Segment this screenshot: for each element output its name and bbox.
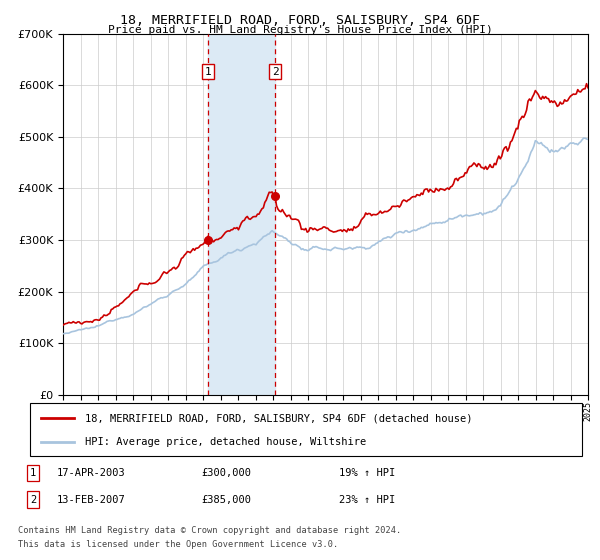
Text: 2: 2 — [30, 494, 36, 505]
Text: 1: 1 — [205, 67, 211, 77]
FancyBboxPatch shape — [30, 403, 582, 456]
Text: 2: 2 — [272, 67, 278, 77]
Text: 1: 1 — [30, 468, 36, 478]
Text: £300,000: £300,000 — [201, 468, 251, 478]
Text: This data is licensed under the Open Government Licence v3.0.: This data is licensed under the Open Gov… — [18, 540, 338, 549]
Text: £385,000: £385,000 — [201, 494, 251, 505]
Text: 23% ↑ HPI: 23% ↑ HPI — [339, 494, 395, 505]
Text: 18, MERRIFIELD ROAD, FORD, SALISBURY, SP4 6DF (detached house): 18, MERRIFIELD ROAD, FORD, SALISBURY, SP… — [85, 413, 473, 423]
Text: 19% ↑ HPI: 19% ↑ HPI — [339, 468, 395, 478]
Text: 17-APR-2003: 17-APR-2003 — [57, 468, 126, 478]
Text: 13-FEB-2007: 13-FEB-2007 — [57, 494, 126, 505]
Text: 18, MERRIFIELD ROAD, FORD, SALISBURY, SP4 6DF: 18, MERRIFIELD ROAD, FORD, SALISBURY, SP… — [120, 14, 480, 27]
Bar — [208, 34, 275, 395]
Text: Contains HM Land Registry data © Crown copyright and database right 2024.: Contains HM Land Registry data © Crown c… — [18, 526, 401, 535]
Text: HPI: Average price, detached house, Wiltshire: HPI: Average price, detached house, Wilt… — [85, 436, 367, 446]
Text: Price paid vs. HM Land Registry's House Price Index (HPI): Price paid vs. HM Land Registry's House … — [107, 25, 493, 35]
